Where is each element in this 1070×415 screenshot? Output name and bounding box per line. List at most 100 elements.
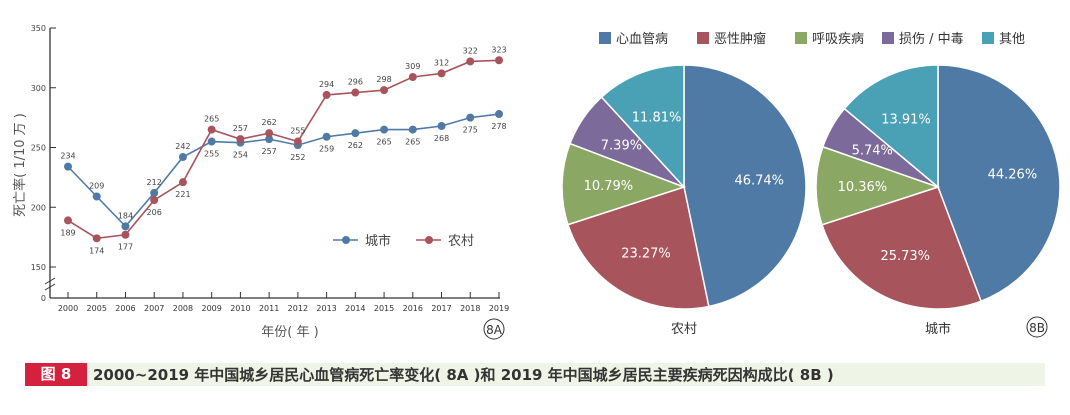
x-tick-label: 2011 (259, 304, 279, 313)
data-point (322, 132, 331, 141)
data-point (178, 178, 187, 187)
pie-slice (683, 64, 807, 308)
y-tick-label: 300 (31, 84, 46, 93)
x-tick-label: 2010 (230, 304, 250, 313)
data-point (408, 72, 417, 81)
x-tick-label: 2019 (489, 304, 509, 313)
data-point (207, 137, 216, 146)
data-point (92, 234, 101, 243)
pie-slice (843, 64, 939, 189)
legend-label: 心血管病 (616, 32, 668, 47)
pie-slice (821, 186, 983, 310)
data-label: 184 (118, 211, 133, 220)
slice-label: 23.27% (621, 246, 671, 261)
data-point (64, 162, 72, 171)
panel-label-circle (483, 318, 505, 340)
data-point (265, 135, 274, 144)
legend-marker (425, 236, 433, 244)
data-point (178, 153, 187, 162)
data-label: 262 (261, 118, 276, 127)
slice-label: 7.39% (601, 139, 642, 154)
x-tick-label: 2015 (374, 304, 394, 313)
pie-slice (600, 64, 685, 189)
data-point (380, 86, 389, 95)
panel-label: 8B (1029, 321, 1045, 335)
x-tick-label: 2013 (316, 304, 336, 313)
data-label: 322 (463, 46, 478, 55)
data-label: 262 (348, 141, 363, 150)
pie-slice (561, 142, 687, 226)
data-point (121, 230, 130, 239)
caption-text: 2000~2019 年中国城乡居民心血管病死亡率变化( 8A )和 2019 年… (93, 366, 834, 384)
legend-swatch (882, 32, 894, 44)
slice-label: 5.74% (852, 144, 893, 159)
pie-title: 城市 (925, 321, 951, 337)
legend-marker (342, 236, 350, 244)
data-label: 294 (319, 80, 334, 89)
slice-label: 10.79% (584, 179, 634, 194)
y-tick-label: 250 (31, 144, 46, 153)
data-label: 234 (60, 152, 75, 161)
axis-break (44, 277, 56, 291)
legend-swatch (697, 32, 709, 44)
legend-label: 恶性肿瘤 (714, 31, 766, 47)
x-tick-label: 2018 (460, 304, 480, 313)
slice-label: 11.81% (632, 111, 682, 126)
data-label: 275 (463, 126, 478, 135)
data-point (293, 137, 302, 146)
x-tick-label: 2000 (58, 304, 78, 313)
data-point (64, 216, 72, 225)
data-label: 242 (175, 142, 190, 151)
series-line-城市 (67, 113, 500, 228)
data-label: 212 (147, 178, 162, 187)
pie-title: 农村 (671, 322, 697, 337)
data-point (437, 121, 446, 130)
data-label: 254 (233, 151, 248, 160)
legend-label: 呼吸疾病 (812, 32, 864, 47)
y-tick-label: 150 (31, 263, 46, 272)
data-point (495, 56, 503, 65)
data-point (121, 222, 130, 231)
data-point (236, 135, 245, 144)
slice-label: 25.73% (880, 249, 930, 264)
legend-swatch (982, 32, 994, 44)
data-label: 265 (204, 115, 219, 124)
legend-label: 损伤 / 中毒 (899, 32, 964, 47)
data-label: 278 (491, 122, 506, 131)
data-label: 257 (261, 147, 276, 156)
panel-label-circle (1026, 316, 1048, 338)
data-label: 221 (175, 190, 190, 199)
x-tick-label: 2005 (87, 304, 107, 313)
figure-number: 图 8 (25, 363, 87, 386)
x-tick-label: 2016 (403, 304, 423, 313)
data-label: 252 (290, 153, 305, 162)
data-point (466, 57, 475, 66)
x-tick-label: 2007 (144, 304, 164, 313)
legend-swatch (599, 32, 611, 44)
figure-chart: 0 150 200 250 300 350 2000 2005 2006 2007 2008 2009… (12, 24, 1061, 340)
x-tick-label: 2017 (431, 304, 451, 313)
x-tick-label: 2012 (288, 304, 308, 313)
y-tick-label: 350 (31, 24, 46, 33)
data-label: 174 (89, 246, 104, 255)
data-point (322, 90, 331, 99)
data-label: 265 (376, 138, 391, 147)
legend-label: 城市 (365, 233, 391, 249)
data-label: 259 (319, 145, 334, 154)
data-point (150, 188, 159, 197)
data-point (150, 196, 159, 205)
slice-label: 44.26% (988, 167, 1038, 182)
y-tick-label: 200 (31, 203, 46, 212)
data-label: 265 (405, 138, 420, 147)
legend-swatch (795, 32, 807, 44)
x-tick-label: 2014 (345, 304, 365, 313)
slice-label: 46.74% (734, 173, 784, 188)
data-point (351, 88, 360, 97)
data-point (265, 129, 274, 138)
pie-slice (567, 186, 710, 310)
data-label: 189 (60, 228, 75, 237)
data-label: 206 (147, 208, 162, 217)
data-point (495, 110, 503, 119)
panel-label: 8A (486, 323, 503, 337)
series-line-农村 (67, 59, 500, 240)
